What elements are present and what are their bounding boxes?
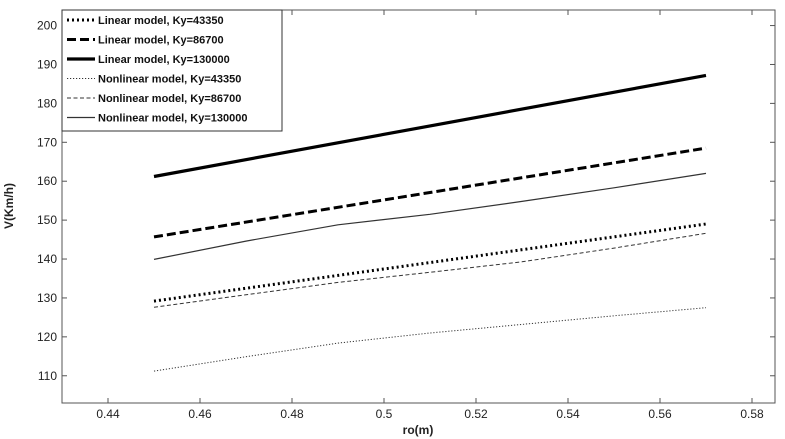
series-line-5: [153, 232, 707, 308]
x-tick-label: 0.46: [188, 407, 212, 421]
series-line-4: [153, 307, 707, 372]
x-axis: 0.44 0.46 0.48 0.5 0.52 0.54 0.56 0.58: [96, 10, 764, 421]
legend-label-1: Linear model, Ky=43350: [98, 15, 224, 27]
y-axis: 110 120 130 140 150 160 170 180 190 200: [37, 19, 775, 383]
legend-label-6: Nonlinear model, Ky=130000: [98, 113, 247, 125]
legend-label-2: Linear model, Ky=86700: [98, 35, 224, 47]
x-tick-label: 0.52: [464, 407, 488, 421]
x-tick-label: 0.58: [740, 407, 764, 421]
y-tick-label: 120: [37, 330, 57, 344]
legend-label-3: Linear model, Ky=130000: [98, 54, 230, 66]
y-tick-label: 110: [38, 369, 57, 383]
y-tick-label: 190: [37, 57, 57, 71]
y-tick-label: 200: [37, 19, 57, 33]
x-tick-label: 0.56: [648, 407, 672, 421]
y-tick-label: 130: [37, 291, 57, 305]
legend: Linear model, Ky=43350 Linear model, Ky=8…: [61, 9, 283, 132]
series-line-3: [153, 73, 707, 179]
x-axis-label: ro(m): [403, 423, 434, 437]
y-tick-label: 180: [37, 96, 57, 110]
y-tick-label: 140: [37, 252, 57, 266]
legend-label-5: Nonlinear model, Ky=86700: [98, 93, 241, 105]
legend-label-4: Nonlinear model, Ky=43350: [98, 74, 241, 86]
y-tick-label: 160: [37, 174, 57, 188]
y-tick-label: 170: [37, 135, 57, 149]
series-line-2: [153, 146, 707, 239]
x-tick-label: 0.48: [280, 407, 304, 421]
y-axis-label: V(Km/h): [2, 183, 16, 229]
y-tick-label: 150: [37, 213, 57, 227]
series-line-6: [153, 172, 707, 260]
x-tick-label: 0.54: [556, 407, 580, 421]
series-lines: [153, 73, 707, 372]
x-tick-label: 0.5: [376, 407, 393, 421]
legend-box: [61, 9, 283, 132]
x-tick-label: 0.44: [96, 407, 120, 421]
